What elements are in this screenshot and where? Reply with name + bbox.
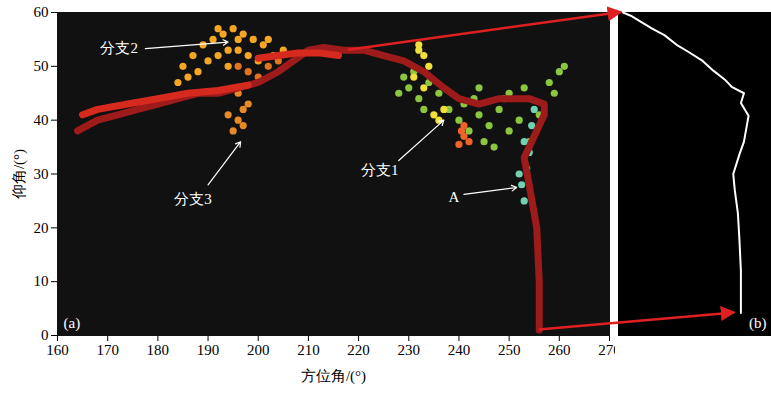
svg-text:0: 0 bbox=[41, 327, 49, 343]
svg-text:250: 250 bbox=[498, 342, 521, 358]
svg-text:270: 270 bbox=[598, 342, 615, 358]
svg-text:(b): (b) bbox=[749, 315, 767, 332]
svg-text:190: 190 bbox=[197, 342, 220, 358]
svg-text:230: 230 bbox=[398, 342, 421, 358]
svg-text:210: 210 bbox=[297, 342, 320, 358]
svg-text:170: 170 bbox=[96, 342, 119, 358]
svg-text:方位角/(°): 方位角/(°) bbox=[301, 368, 366, 385]
svg-text:A: A bbox=[449, 189, 460, 205]
svg-text:30: 30 bbox=[34, 166, 49, 182]
svg-text:240: 240 bbox=[448, 342, 471, 358]
svg-text:180: 180 bbox=[147, 342, 170, 358]
svg-text:40: 40 bbox=[34, 112, 49, 128]
svg-text:仰角/(°): 仰角/(°) bbox=[11, 149, 28, 199]
svg-text:10: 10 bbox=[34, 273, 49, 289]
svg-text:分支3: 分支3 bbox=[174, 191, 212, 207]
svg-text:(a): (a) bbox=[64, 315, 81, 332]
svg-text:20: 20 bbox=[34, 220, 49, 236]
svg-text:50: 50 bbox=[34, 58, 49, 74]
svg-text:160: 160 bbox=[46, 342, 69, 358]
svg-text:60: 60 bbox=[34, 4, 49, 20]
svg-text:分支1: 分支1 bbox=[361, 161, 399, 177]
svg-text:200: 200 bbox=[247, 342, 270, 358]
svg-text:220: 220 bbox=[347, 342, 370, 358]
svg-text:分支2: 分支2 bbox=[100, 40, 138, 56]
svg-text:260: 260 bbox=[548, 342, 571, 358]
